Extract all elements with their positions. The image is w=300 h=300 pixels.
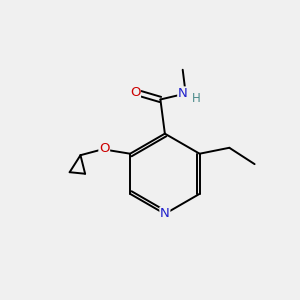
Text: O: O — [99, 142, 110, 154]
Text: N: N — [178, 87, 188, 100]
Text: H: H — [192, 92, 200, 105]
Text: N: N — [160, 207, 170, 220]
Text: O: O — [130, 85, 140, 98]
